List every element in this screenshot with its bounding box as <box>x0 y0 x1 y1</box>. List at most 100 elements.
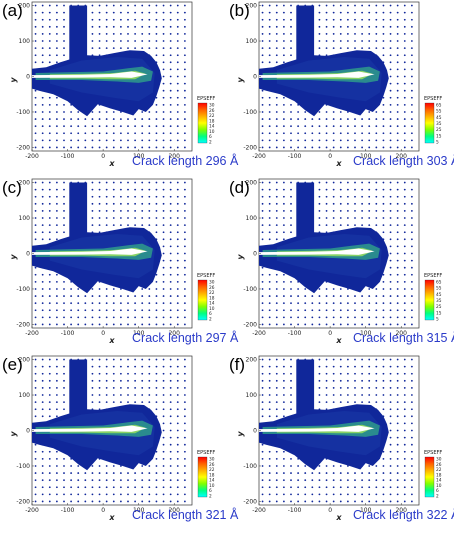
lattice-dot <box>127 139 129 142</box>
lattice-dot <box>41 210 44 212</box>
lattice-dot <box>112 387 115 389</box>
lattice-dot <box>176 266 179 269</box>
lattice-dot <box>389 479 392 482</box>
lattice-dot <box>361 323 364 326</box>
lattice-dot <box>41 25 44 28</box>
lattice-dot <box>339 401 342 404</box>
lattice-dot <box>105 323 108 326</box>
lattice-dot <box>275 372 278 375</box>
lattice-dot <box>410 118 413 120</box>
lattice-dot <box>162 125 165 128</box>
lattice-dot <box>382 195 385 198</box>
x-tick-label: 0 <box>101 153 105 160</box>
lattice-dot <box>382 146 385 149</box>
lattice-dot <box>48 111 51 113</box>
lattice-dot <box>375 472 378 474</box>
lattice-dot <box>183 259 186 262</box>
lattice-dot <box>361 47 364 50</box>
x-tick-label: -100 <box>61 507 75 514</box>
lattice-dot <box>396 323 399 326</box>
lattice-dot <box>48 11 51 14</box>
lattice-dot <box>410 266 413 269</box>
lattice-dot <box>346 316 349 319</box>
lattice-dot <box>354 139 356 142</box>
lattice-dot <box>176 82 179 85</box>
lattice-dot <box>162 259 165 262</box>
lattice-dot <box>375 323 378 326</box>
lattice-dot <box>396 280 399 283</box>
lattice-dot <box>389 252 392 255</box>
lattice-dot <box>368 372 371 375</box>
lattice-dot <box>98 210 101 212</box>
lattice-dot <box>396 401 399 404</box>
legend-colorbar <box>197 102 208 144</box>
lattice-dot <box>162 188 165 191</box>
lattice-dot <box>134 146 137 149</box>
lattice-dot <box>346 181 349 184</box>
lattice-dot <box>141 224 144 227</box>
lattice-dot <box>84 486 87 489</box>
lattice-dot <box>34 47 37 50</box>
lattice-dot <box>382 465 385 467</box>
lattice-dot <box>134 33 137 35</box>
lattice-dot <box>141 40 144 42</box>
lattice-dot <box>84 295 87 297</box>
lattice-dot <box>368 472 371 474</box>
lattice-dot <box>91 224 94 227</box>
lattice-dot <box>91 146 94 149</box>
lattice-dot <box>112 472 115 474</box>
lattice-dot <box>55 358 58 361</box>
lattice-dot <box>396 61 399 64</box>
lattice-dot <box>112 132 115 135</box>
lattice-dot <box>98 132 101 135</box>
lattice-dot <box>403 125 406 128</box>
lattice-dot <box>48 125 51 128</box>
lattice-dot <box>119 379 122 382</box>
lattice-dot <box>332 479 335 482</box>
lattice-dot <box>275 316 278 319</box>
lattice-dot <box>339 125 342 128</box>
lattice-dot <box>105 11 108 14</box>
lattice-dot <box>325 111 328 113</box>
lattice-dot <box>354 372 356 375</box>
lattice-dot <box>382 295 385 297</box>
lattice-dot <box>55 238 58 241</box>
lattice-dot <box>268 61 271 64</box>
lattice-dot <box>41 132 44 135</box>
lattice-dot <box>169 18 172 21</box>
lattice-dot <box>41 238 44 241</box>
lattice-dot <box>346 309 349 312</box>
lattice-dot <box>261 323 264 326</box>
lattice-dot <box>91 387 94 389</box>
lattice-dot <box>382 217 385 219</box>
lattice-dot <box>325 54 328 57</box>
lattice-dot <box>346 387 349 389</box>
lattice-dot <box>339 111 342 113</box>
lattice-dot <box>268 202 271 205</box>
lattice-dot <box>91 202 94 205</box>
lattice-dot <box>77 118 80 120</box>
lattice-dot <box>261 146 264 149</box>
lattice-dot <box>290 493 292 496</box>
lattice-dot <box>325 379 328 382</box>
lattice-dot <box>183 68 186 71</box>
lattice-dot <box>176 139 179 142</box>
lattice-dot <box>176 457 179 460</box>
lattice-dot <box>162 500 165 503</box>
lattice-dot <box>41 316 44 319</box>
lattice-dot <box>77 302 80 305</box>
lattice-dot <box>261 25 264 28</box>
lattice-dot <box>134 47 137 50</box>
lattice-dot <box>275 40 278 42</box>
lattice-dot <box>361 202 364 205</box>
lattice-dot <box>119 4 122 7</box>
lattice-dot <box>134 372 137 375</box>
lattice-dot <box>63 181 65 184</box>
lattice-dot <box>176 288 179 290</box>
lattice-dot <box>346 40 349 42</box>
lattice-dot <box>70 493 73 496</box>
lattice-dot <box>282 309 285 312</box>
lattice-dot <box>98 25 101 28</box>
lattice-dot <box>48 33 51 35</box>
lattice-dot <box>183 280 186 283</box>
